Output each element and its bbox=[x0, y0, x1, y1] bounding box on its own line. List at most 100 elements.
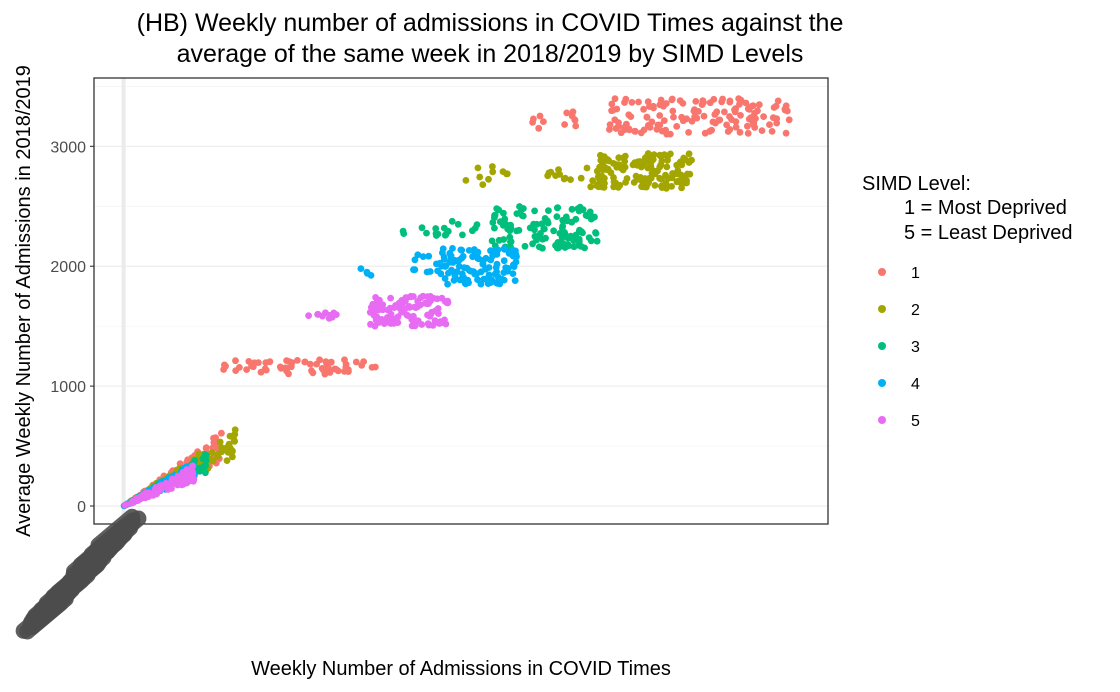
data-point bbox=[319, 312, 326, 320]
data-point bbox=[423, 229, 430, 237]
data-point bbox=[504, 225, 512, 233]
data-point bbox=[419, 292, 427, 300]
data-point bbox=[592, 230, 600, 237]
data-point bbox=[668, 96, 676, 104]
data-point bbox=[598, 172, 606, 180]
data-point bbox=[583, 164, 591, 172]
legend-title-line-1: SIMD Level: bbox=[862, 173, 971, 195]
y-tick-label: 3000 bbox=[50, 139, 86, 156]
data-point bbox=[638, 183, 645, 191]
data-point bbox=[493, 260, 501, 268]
data-point bbox=[772, 102, 780, 110]
data-point bbox=[248, 362, 255, 370]
data-point bbox=[755, 101, 763, 109]
data-point bbox=[606, 121, 614, 129]
data-point bbox=[208, 449, 216, 456]
data-point bbox=[466, 267, 473, 274]
data-point bbox=[658, 127, 666, 135]
data-point bbox=[455, 263, 463, 270]
data-point bbox=[446, 249, 454, 257]
data-point bbox=[188, 476, 196, 483]
data-point bbox=[596, 163, 603, 171]
data-point bbox=[553, 213, 561, 221]
data-point bbox=[621, 152, 629, 160]
data-point bbox=[679, 100, 687, 107]
data-point bbox=[719, 95, 726, 103]
data-point bbox=[444, 280, 451, 288]
data-point bbox=[736, 128, 744, 136]
data-point bbox=[782, 129, 790, 137]
data-point bbox=[647, 174, 655, 182]
data-point bbox=[748, 103, 755, 110]
legend-title-line-2: 1 = Most Deprived bbox=[904, 197, 1067, 219]
data-point bbox=[218, 429, 225, 437]
data-point bbox=[656, 163, 664, 171]
data-point bbox=[399, 227, 407, 235]
data-point bbox=[309, 369, 317, 377]
data-point bbox=[374, 296, 381, 304]
chart-title-line-1: (HB) Weekly number of admissions in COVI… bbox=[136, 9, 844, 37]
data-point bbox=[633, 175, 641, 183]
data-point bbox=[288, 359, 296, 366]
data-point bbox=[464, 279, 472, 287]
legend-label-1: 1 bbox=[911, 265, 920, 282]
data-point bbox=[495, 236, 503, 244]
data-point bbox=[619, 166, 627, 174]
data-point bbox=[432, 225, 440, 232]
data-point bbox=[785, 116, 793, 124]
data-point bbox=[647, 162, 655, 170]
data-point bbox=[507, 238, 514, 246]
data-point bbox=[243, 366, 251, 373]
x-axis bbox=[15, 508, 147, 640]
data-point bbox=[673, 123, 681, 130]
data-point bbox=[623, 120, 630, 128]
data-point bbox=[454, 220, 462, 228]
data-point bbox=[617, 129, 625, 137]
data-point bbox=[622, 179, 629, 186]
data-point bbox=[751, 124, 759, 131]
data-point bbox=[434, 305, 442, 312]
data-point bbox=[692, 98, 700, 105]
data-point bbox=[640, 105, 647, 113]
data-point bbox=[758, 127, 766, 134]
data-point bbox=[736, 101, 743, 108]
data-point bbox=[591, 213, 598, 221]
data-point bbox=[230, 431, 238, 439]
data-point bbox=[313, 360, 320, 368]
data-point bbox=[142, 489, 150, 497]
legend-key-4 bbox=[878, 379, 886, 387]
data-point bbox=[511, 277, 519, 284]
data-point bbox=[474, 248, 482, 256]
data-point bbox=[567, 176, 574, 184]
data-point bbox=[545, 207, 552, 215]
data-point bbox=[712, 110, 719, 118]
data-point bbox=[406, 304, 413, 311]
data-point bbox=[432, 318, 439, 326]
data-point bbox=[372, 316, 380, 324]
data-point bbox=[462, 177, 470, 184]
data-point bbox=[435, 310, 442, 317]
data-point bbox=[447, 255, 455, 262]
data-point bbox=[663, 163, 671, 171]
data-point bbox=[121, 501, 129, 509]
data-point bbox=[436, 259, 444, 267]
data-point bbox=[646, 103, 653, 110]
data-point bbox=[174, 472, 182, 480]
legend-label-2: 2 bbox=[911, 302, 920, 319]
data-point bbox=[578, 228, 585, 236]
data-point bbox=[561, 229, 568, 236]
data-point bbox=[418, 224, 426, 232]
data-point bbox=[501, 246, 509, 253]
data-point bbox=[635, 98, 642, 106]
data-point bbox=[654, 121, 662, 129]
data-point bbox=[479, 181, 487, 189]
legend: SIMD Level: 1 = Most Deprived 5 = Least … bbox=[862, 173, 1072, 430]
y-tick-label: 1000 bbox=[50, 379, 86, 396]
data-point bbox=[673, 170, 681, 178]
data-point bbox=[232, 367, 240, 374]
data-point bbox=[561, 121, 568, 128]
data-point bbox=[426, 268, 434, 275]
data-point bbox=[386, 319, 394, 327]
data-point bbox=[651, 170, 659, 178]
data-point bbox=[570, 237, 577, 244]
